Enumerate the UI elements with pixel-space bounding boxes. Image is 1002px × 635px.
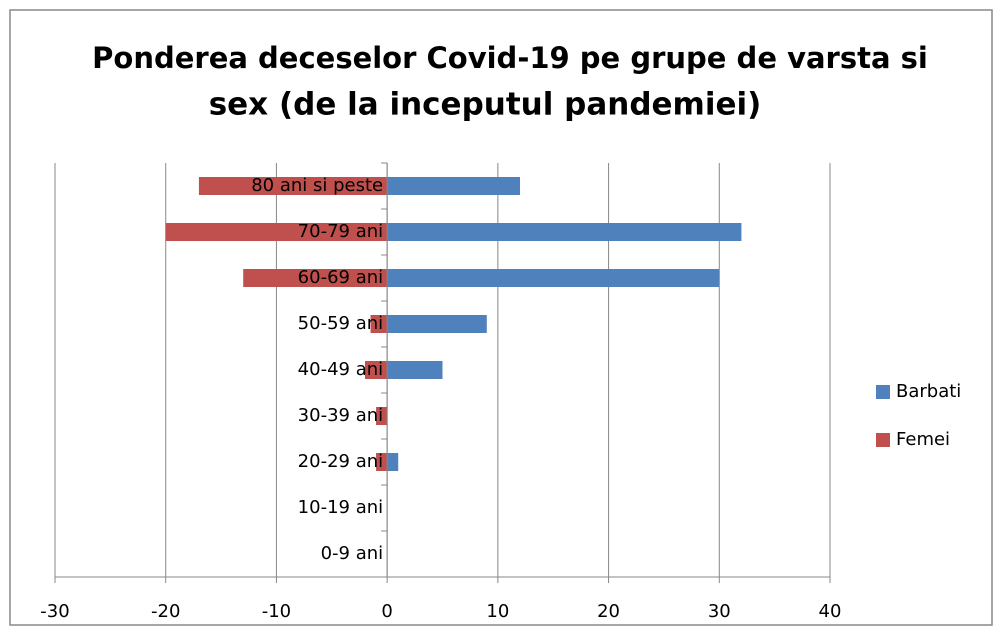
y-tick-label: 40-49 ani [298,359,383,380]
y-tick-label: 50-59 ani [298,313,383,334]
bar [387,177,520,195]
bar [165,223,388,241]
legend-label: Barbati [896,381,961,402]
x-tick-label: -30 [40,601,69,622]
y-tick-label: 30-39 ani [298,405,383,426]
chart-border [9,9,993,626]
y-tick-label: 20-29 ani [298,451,383,472]
bar [387,453,399,471]
y-tick-label: 10-19 ani [298,497,383,518]
y-tick-label: 60-69 ani [298,267,383,288]
bar [243,269,388,287]
bar [376,407,388,425]
legend-swatch [876,385,890,399]
bar [376,453,388,471]
bar [387,269,720,287]
x-tick-label: -20 [151,601,180,622]
bar [370,315,388,333]
bar [387,361,443,379]
bar [387,223,742,241]
x-tick-label: 0 [381,601,392,622]
x-tick-label: 20 [597,601,620,622]
x-tick-label: 30 [708,601,731,622]
legend-label: Femei [896,429,950,450]
x-tick-label: -10 [262,601,291,622]
y-tick-label: 0-9 ani [321,543,384,564]
x-tick-label: 40 [819,601,842,622]
y-tick-label: 80 ani si peste [251,175,383,196]
x-tick-label: 10 [486,601,509,622]
y-tick-label: 70-79 ani [298,221,383,242]
chart-title: sex (de la inceputul pandemiei) [209,87,762,123]
bar [198,177,388,195]
chart-title: Ponderea deceselor Covid-19 pe grupe de … [92,41,928,75]
bar [365,361,388,379]
bar [387,315,487,333]
legend-swatch [876,433,890,447]
